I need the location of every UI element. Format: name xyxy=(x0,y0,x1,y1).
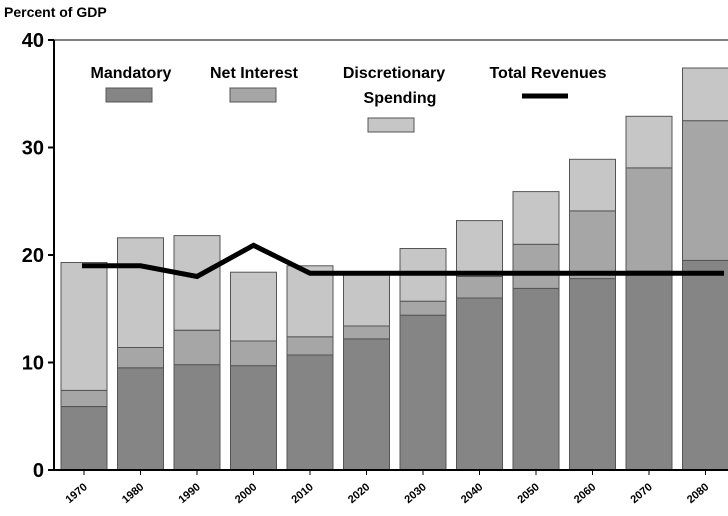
y-axis-title: Percent of GDP xyxy=(4,4,107,20)
x-tick-label-2030: 2030 xyxy=(402,481,428,506)
bar-net-interest-2040 xyxy=(456,276,503,299)
bar-net-interest-2050 xyxy=(512,243,560,289)
bar-net-interest-1980 xyxy=(117,346,164,369)
legend-swatch-discretionary xyxy=(367,117,415,133)
bar-discretionary-spending-2020 xyxy=(343,272,390,327)
x-tick-label-1990: 1990 xyxy=(176,481,202,506)
x-tick-label-2000: 2000 xyxy=(233,481,259,506)
x-tick-label-2080: 2080 xyxy=(685,481,711,506)
bar-net-interest-2030 xyxy=(399,300,447,316)
bar-discretionary-spending-1970 xyxy=(60,262,108,391)
bar-net-interest-2070 xyxy=(625,167,673,272)
bar-net-interest-1970 xyxy=(60,389,108,407)
line-layer xyxy=(82,242,724,280)
x-tick-label-2020: 2020 xyxy=(346,481,372,506)
bar-discretionary-spending-1990 xyxy=(173,235,221,331)
bar-discretionary-spending-2000 xyxy=(230,271,277,342)
bar-net-interest-2020 xyxy=(343,325,390,340)
bar-mandatory-2070 xyxy=(625,270,673,471)
bar-mandatory-2040 xyxy=(456,297,503,471)
x-tick-label-2060: 2060 xyxy=(572,481,598,506)
y-tick-label-10: 10 xyxy=(22,353,44,375)
bar-net-interest-2010 xyxy=(286,336,334,356)
bars-layer xyxy=(60,67,728,471)
legend: Mandatory Net Interest Discretionary Spendi… xyxy=(91,65,607,133)
bar-mandatory-2050 xyxy=(512,287,560,471)
y-tick-label-0: 0 xyxy=(33,460,44,482)
x-tick-label-2070: 2070 xyxy=(628,481,654,506)
y-tick-label-20: 20 xyxy=(22,245,44,267)
bar-net-interest-1990 xyxy=(173,329,221,366)
total-revenues-line xyxy=(82,242,724,280)
bar-mandatory-2020 xyxy=(343,338,390,471)
legend-swatch-net-interest xyxy=(229,87,277,103)
bar-net-interest-2060 xyxy=(569,210,616,280)
y-tick-label-40: 40 xyxy=(22,30,44,52)
legend-label-mandatory: Mandatory xyxy=(91,65,172,82)
bar-discretionary-spending-2010 xyxy=(286,265,334,338)
bar-discretionary-spending-1980 xyxy=(117,237,164,348)
bar-mandatory-2000 xyxy=(230,365,277,471)
x-tick-label-1970: 1970 xyxy=(63,481,89,506)
x-tick-label-1980: 1980 xyxy=(120,481,146,506)
bar-net-interest-2080 xyxy=(682,120,728,261)
bar-mandatory-2080 xyxy=(682,259,728,471)
bar-mandatory-1990 xyxy=(173,364,221,471)
x-tick-label-2010: 2010 xyxy=(289,481,315,506)
legend-label-spending: Spending xyxy=(364,90,437,107)
x-tick-label-2050: 2050 xyxy=(515,481,541,506)
legend-label-discretionary: Discretionary xyxy=(343,65,445,82)
bar-mandatory-2010 xyxy=(286,354,334,471)
bar-discretionary-spending-2060 xyxy=(569,158,616,212)
legend-label-total-revenues: Total Revenues xyxy=(489,65,606,82)
legend-label-net-interest: Net Interest xyxy=(210,65,299,82)
y-tick-label-30: 30 xyxy=(22,138,44,160)
x-tick-label-2040: 2040 xyxy=(459,481,485,506)
bar-mandatory-1970 xyxy=(60,406,108,471)
bar-discretionary-spending-2050 xyxy=(512,191,560,245)
bar-discretionary-spending-2080 xyxy=(682,67,728,122)
bar-discretionary-spending-2070 xyxy=(625,115,673,169)
bar-discretionary-spending-2040 xyxy=(456,220,503,278)
legend-swatch-mandatory xyxy=(105,87,153,103)
bar-net-interest-2000 xyxy=(230,340,277,367)
bar-mandatory-1980 xyxy=(117,367,164,471)
bar-mandatory-2060 xyxy=(569,278,616,471)
bar-mandatory-2030 xyxy=(399,314,447,471)
